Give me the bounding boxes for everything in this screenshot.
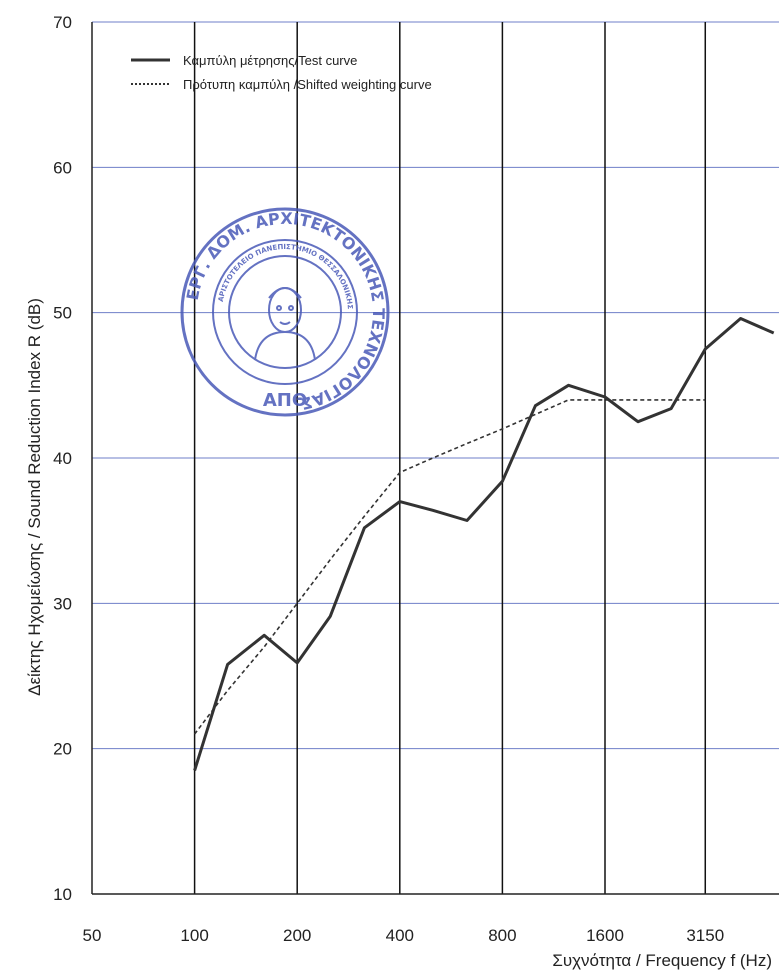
stamp-inner-text: ΑΡΙΣΤΟΤΕΛΕΙΟ ΠΑΝΕΠΙΣΤΗΜΙΟ ΘΕΣΣΑΛΟΝΙΚΗΣ	[217, 243, 354, 310]
y-tick-label: 50	[53, 304, 72, 323]
institution-stamp: ΕΡΓ. ΔΟΜ. ΑΡΧΙΤΕΚΤΟΝΙΚΗΣ ΤΕΧΝΟΛΟΓΙΑΣ ΑΡΙ…	[180, 207, 390, 417]
weighting-curve-line	[193, 399, 706, 735]
y-tick-label: 70	[53, 13, 72, 32]
x-tick-label: 200	[283, 926, 311, 945]
x-axis-title: Συχνότητα / Frequency f (Hz)	[552, 951, 772, 970]
y-tick-label: 40	[53, 449, 72, 468]
legend-label-test-curve: Καμπύλη μέτρησης/Test curve	[183, 53, 357, 68]
grid	[92, 21, 779, 894]
x-tick-labels: 50 100 200 400 800 1600 3150	[83, 926, 725, 945]
y-tick-labels: 10 20 30 40 50 60 70	[53, 13, 72, 904]
y-tick-label: 60	[53, 158, 72, 177]
y-tick-label: 20	[53, 740, 72, 759]
y-axis-title: Δείκτης Ηχομείωσης / Sound Reduction Ind…	[25, 298, 44, 696]
x-tick-label: 1600	[586, 926, 624, 945]
y-tick-label: 10	[53, 885, 72, 904]
x-tick-label: 400	[386, 926, 414, 945]
stamp-bottom-text: ΑΠΘ	[263, 390, 307, 411]
x-tick-label: 800	[488, 926, 516, 945]
stamp-portrait	[254, 287, 316, 361]
x-tick-label: 100	[180, 926, 208, 945]
series-lines	[193, 317, 775, 771]
y-tick-label: 30	[53, 594, 72, 613]
test-curve-line	[193, 317, 775, 771]
legend-label-weighting-curve: Πρότυπη καμπύλη /Shifted weighting curve	[183, 77, 432, 92]
x-tick-label: 3150	[686, 926, 724, 945]
legend: Καμπύλη μέτρησης/Test curve Πρότυπη καμπ…	[131, 53, 432, 92]
x-tick-label: 50	[83, 926, 102, 945]
plot-area	[91, 22, 779, 895]
